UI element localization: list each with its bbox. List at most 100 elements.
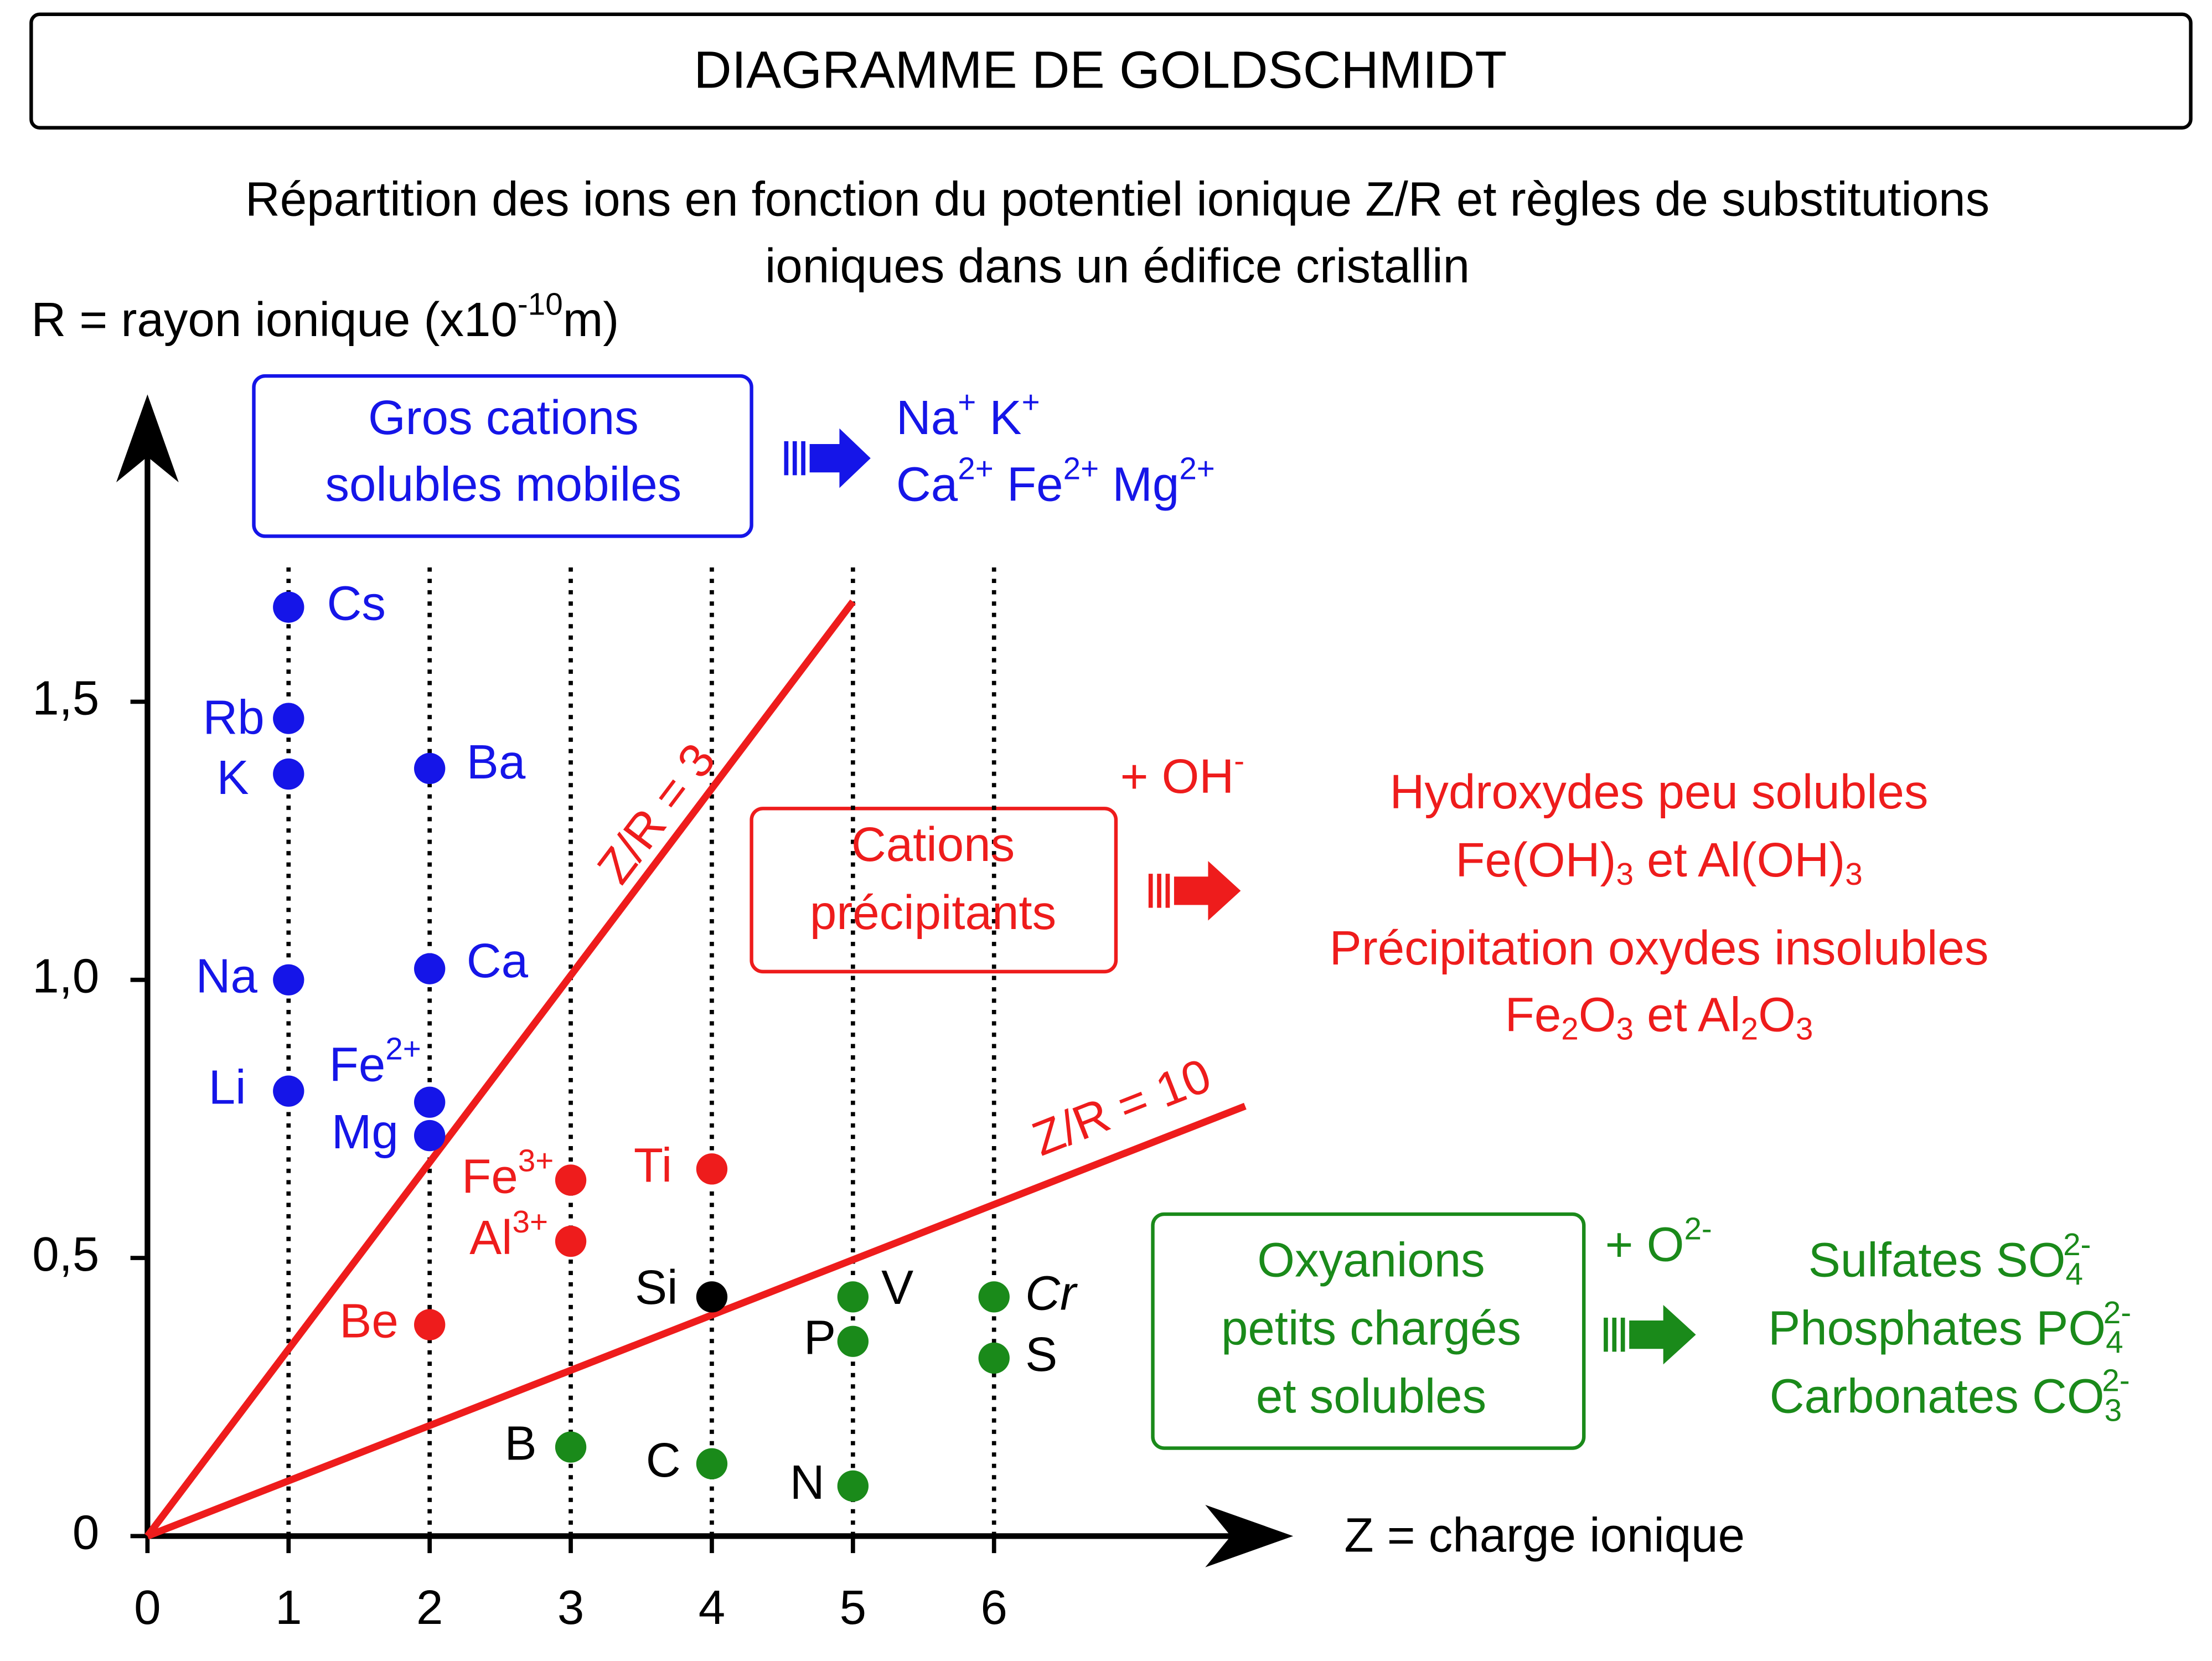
ion-label: Rb (203, 691, 264, 745)
y-tick-label: 0,5 (32, 1227, 99, 1281)
ion-label: Ti (634, 1138, 672, 1192)
ion-label-run: Cr (1025, 1266, 1078, 1320)
ion-label: Ba (467, 735, 526, 789)
group-result-run: Ca (896, 457, 958, 511)
group-result: Ca2+ Fe2+ Mg2+ (896, 451, 1215, 512)
group-result: Hydroxydes peu solubles (1390, 765, 1929, 819)
ion-point (273, 758, 304, 790)
y-axis-title-run: -10 (518, 286, 563, 321)
group-arrow (784, 428, 871, 488)
group-reagent-run: + O (1605, 1218, 1684, 1271)
x-axis-arrow (1205, 1505, 1294, 1567)
ion-label: Fe3+ (462, 1143, 554, 1204)
ion-label: Li (209, 1061, 246, 1115)
group-result: Phosphates PO42- (1768, 1295, 2131, 1360)
ratio-line-label: Z/R = 10 (1025, 1048, 1218, 1166)
group-label: Gros cations (368, 391, 639, 445)
group-result-run: 2+ (1179, 451, 1215, 486)
ion-label: Al3+ (469, 1204, 548, 1265)
group-result: Na+ K+ (896, 384, 1040, 445)
group-result-run: 3 (1616, 857, 1634, 891)
ion-point (414, 1309, 446, 1340)
group-arrow (1148, 861, 1241, 921)
group-result-run: 2- (2104, 1295, 2131, 1330)
ion-label: Fe2+ (329, 1031, 421, 1091)
group-box (1151, 1212, 1586, 1450)
y-axis-title-run: R = rayon ionique (x10 (31, 293, 518, 347)
x-tick-label: 5 (840, 1581, 866, 1634)
ion-point (555, 1431, 587, 1463)
group-result-run: 2+ (958, 451, 994, 486)
ion-point (273, 964, 304, 995)
ratio-line (146, 1102, 1247, 1540)
group-result-run: 4 (2065, 1257, 2082, 1292)
group-result-run: 2 (1561, 1011, 1578, 1046)
group-result-run: et Al(OH) (1634, 833, 1845, 887)
group-result-run: Sulfates SO (1808, 1234, 2066, 1287)
ion-point (414, 752, 446, 785)
group-label: solubles mobiles (325, 457, 681, 511)
ion-point (696, 1448, 728, 1479)
ion-label-run: 3+ (518, 1143, 554, 1178)
group-result: Sulfates SO42- (1808, 1227, 2091, 1292)
ion-label: Cr (1025, 1266, 1078, 1320)
y-tick-label: 1,5 (32, 671, 99, 725)
ion-label: K (216, 751, 249, 804)
group-box (252, 374, 753, 538)
ion-point (414, 953, 446, 984)
x-tick-label: 4 (699, 1581, 725, 1634)
group-arrow (1604, 1304, 1696, 1365)
group-label: et solubles (1256, 1369, 1486, 1423)
ratio-line-label: Z/R = 3 (587, 734, 726, 893)
ion-label: V (881, 1261, 913, 1314)
group-result-run: Mg (1099, 457, 1179, 511)
y-tick-label: 0 (73, 1505, 99, 1559)
group-reagent-run: 2- (1684, 1211, 1712, 1246)
ion-label: Cs (327, 577, 385, 631)
ion-point (837, 1470, 869, 1502)
group-result-run: O (1579, 988, 1616, 1041)
group-result-run: + (1022, 384, 1040, 419)
ion-point (273, 591, 304, 623)
group-result-run: 4 (2106, 1325, 2123, 1360)
ion-label: Mg (332, 1105, 399, 1159)
group-result-run: 2- (2063, 1227, 2091, 1262)
subtitle: ioniques dans un édifice cristallin (765, 239, 1470, 293)
ion-point (414, 1120, 446, 1152)
y-axis-title: R = rayon ionique (x10-10m) (31, 286, 619, 347)
title-box (29, 12, 2193, 130)
ion-label: Be (339, 1294, 399, 1348)
group-result-run: Carbonates CO (1770, 1369, 2105, 1423)
group-label: petits chargés (1221, 1302, 1521, 1355)
ion-label: N (790, 1456, 825, 1509)
group-reagent: + OH- (1120, 743, 1245, 803)
group-result-run: O (1758, 988, 1796, 1041)
group-result-run: 2 (1741, 1011, 1758, 1046)
y-tick-label: 1,0 (32, 950, 99, 1003)
group-result-run: et Al (1634, 988, 1741, 1041)
group-result-run: 2+ (1063, 451, 1099, 486)
ion-label-run: Al (469, 1211, 512, 1265)
y-axis-title-run: m) (563, 293, 619, 347)
ion-point (414, 1086, 446, 1118)
group-reagent-run: + OH (1120, 750, 1234, 803)
group-label: Cations (851, 818, 1015, 871)
subtitle: Répartition des ions en fonction du pote… (245, 173, 1989, 226)
ion-point (978, 1342, 1010, 1374)
group-result-run: + (958, 384, 976, 419)
ion-point (273, 1075, 304, 1107)
group-result-run: K (976, 391, 1021, 445)
group-result: Fe2O3 et Al2O3 (1505, 988, 1813, 1046)
ion-label: Ca (467, 934, 529, 988)
x-tick-label: 2 (416, 1581, 443, 1634)
group-result-run: Fe (1505, 988, 1562, 1041)
ion-point (837, 1325, 869, 1357)
x-tick-label: 0 (134, 1581, 161, 1634)
group-result: Carbonates CO32- (1770, 1363, 2130, 1428)
ion-label-run: 2+ (385, 1031, 421, 1066)
ion-label: C (646, 1433, 681, 1487)
group-reagent-run: - (1234, 743, 1244, 778)
ion-point (555, 1164, 587, 1196)
